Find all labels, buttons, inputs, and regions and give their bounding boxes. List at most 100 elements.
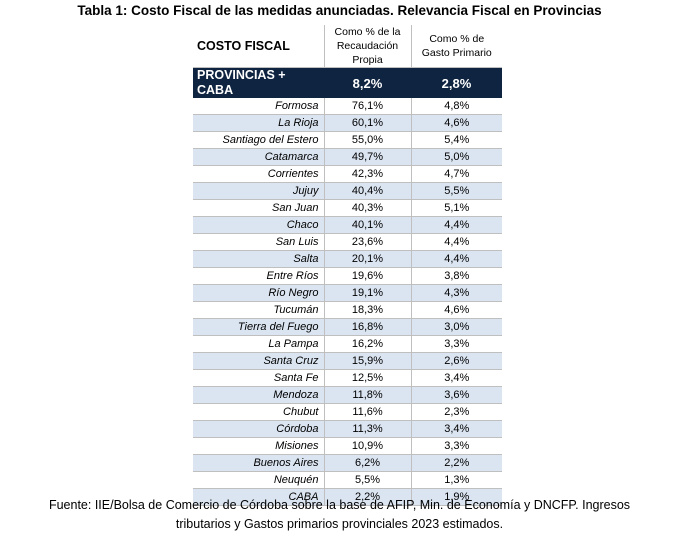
province-name: Formosa — [193, 98, 324, 115]
table-title: Tabla 1: Costo Fiscal de las medidas anu… — [77, 3, 602, 18]
table-row: Río Negro 19,1% 4,3% — [193, 284, 502, 302]
table-row: La Rioja 60,1% 4,6% — [193, 114, 502, 132]
province-name: Catamarca — [193, 148, 324, 166]
province-name: Misiones — [193, 437, 324, 455]
gasto-value: 4,7% — [410, 165, 502, 183]
recaudacion-value: 19,1% — [323, 284, 411, 302]
header-gasto: Como % de Gasto Primario — [410, 25, 502, 68]
table-row: CABA 2,2% 1,9% — [193, 488, 502, 506]
table-row: Chaco 40,1% 4,4% — [193, 216, 502, 234]
gasto-value: 4,6% — [410, 114, 502, 132]
table-row: Tierra del Fuego 16,8% 3,0% — [193, 318, 502, 336]
gasto-value: 3,6% — [410, 386, 502, 404]
province-name: Entre Ríos — [193, 267, 324, 285]
recaudacion-value: 60,1% — [323, 114, 411, 132]
table-row: Tucumán 18,3% 4,6% — [193, 301, 502, 319]
recaudacion-value: 19,6% — [323, 267, 411, 285]
table-row: Catamarca 49,7% 5,0% — [193, 148, 502, 166]
table-row: Formosa 76,1% 4,8% — [193, 98, 502, 115]
recaudacion-value: 76,1% — [323, 98, 411, 115]
province-name: Neuquén — [193, 471, 324, 489]
province-name: Santa Fe — [193, 369, 324, 387]
recaudacion-value: 2,2% — [323, 488, 411, 506]
header-recaudacion: Como % de la Recaudación Propia — [323, 25, 411, 68]
gasto-value: 3,0% — [410, 318, 502, 336]
gasto-value: 2,6% — [410, 352, 502, 370]
header-gasto-line2: Gasto Primario — [421, 47, 492, 59]
province-name: Buenos Aires — [193, 454, 324, 472]
fiscal-cost-table: COSTO FISCAL Como % de la Recaudación Pr… — [193, 25, 502, 506]
header-recaudacion-line1: Como % de la — [334, 26, 401, 38]
gasto-value: 3,8% — [410, 267, 502, 285]
province-name: Salta — [193, 250, 324, 268]
recaudacion-value: 42,3% — [323, 165, 411, 183]
province-name: Mendoza — [193, 386, 324, 404]
recaudacion-value: 16,8% — [323, 318, 411, 336]
gasto-value: 3,4% — [410, 369, 502, 387]
recaudacion-value: 18,3% — [323, 301, 411, 319]
recaudacion-value: 11,8% — [323, 386, 411, 404]
table-row: San Juan 40,3% 5,1% — [193, 199, 502, 217]
province-name: Santiago del Estero — [193, 131, 324, 149]
recaudacion-value: 49,7% — [323, 148, 411, 166]
header-costo-fiscal: COSTO FISCAL — [193, 25, 324, 68]
header-recaudacion-line2: Recaudación — [336, 40, 399, 52]
header-gasto-line1: Como % de — [429, 33, 485, 45]
table-row: Chubut 11,6% 2,3% — [193, 403, 502, 421]
gasto-value: 5,0% — [410, 148, 502, 166]
table-row: La Pampa 16,2% 3,3% — [193, 335, 502, 353]
gasto-value: 4,4% — [410, 233, 502, 251]
gasto-value: 4,6% — [410, 301, 502, 319]
source-line-2: tributarios y Gastos primarios provincia… — [175, 517, 504, 531]
total-name: PROVINCIAS + CABA — [193, 67, 324, 98]
gasto-value: 4,4% — [410, 216, 502, 234]
recaudacion-value: 40,1% — [323, 216, 411, 234]
table-row: Corrientes 42,3% 4,7% — [193, 165, 502, 183]
province-name: Corrientes — [193, 165, 324, 183]
recaudacion-value: 20,1% — [323, 250, 411, 268]
table-row: San Luis 23,6% 4,4% — [193, 233, 502, 251]
recaudacion-value: 5,5% — [323, 471, 411, 489]
province-name: CABA — [193, 488, 324, 506]
header-recaudacion-line3: Propia — [352, 54, 383, 66]
gasto-value: 5,1% — [410, 199, 502, 217]
recaudacion-value: 10,9% — [323, 437, 411, 455]
province-name: Tierra del Fuego — [193, 318, 324, 336]
recaudacion-value: 11,3% — [323, 420, 411, 438]
table-row: Misiones 10,9% 3,3% — [193, 437, 502, 455]
province-name: Chaco — [193, 216, 324, 234]
table-row: Entre Ríos 19,6% 3,8% — [193, 267, 502, 285]
total-recaudacion: 8,2% — [324, 67, 411, 98]
recaudacion-value: 16,2% — [323, 335, 411, 353]
table-row: Neuquén 5,5% 1,3% — [193, 471, 502, 489]
gasto-value: 5,4% — [410, 131, 502, 149]
table-header-row: COSTO FISCAL Como % de la Recaudación Pr… — [193, 25, 502, 68]
table-row: Córdoba 11,3% 3,4% — [193, 420, 502, 438]
province-name: La Pampa — [193, 335, 324, 353]
recaudacion-value: 40,4% — [323, 182, 411, 200]
province-name: Santa Cruz — [193, 352, 324, 370]
gasto-value: 2,3% — [410, 403, 502, 421]
gasto-value: 2,2% — [410, 454, 502, 472]
province-name: Río Negro — [193, 284, 324, 302]
table-row: Mendoza 11,8% 3,6% — [193, 386, 502, 404]
gasto-value: 5,5% — [410, 182, 502, 200]
province-name: Córdoba — [193, 420, 324, 438]
table-row: Santiago del Estero 55,0% 5,4% — [193, 131, 502, 149]
source-line-1: Fuente: IIE/Bolsa de Comercio de Córdoba… — [48, 498, 631, 512]
table-row: Buenos Aires 6,2% 2,2% — [193, 454, 502, 472]
gasto-value: 1,9% — [410, 488, 502, 506]
table-row: Salta 20,1% 4,4% — [193, 250, 502, 268]
province-name: Chubut — [193, 403, 324, 421]
gasto-value: 4,8% — [410, 98, 502, 115]
table-row: Jujuy 40,4% 5,5% — [193, 182, 502, 200]
gasto-value: 3,4% — [410, 420, 502, 438]
gasto-value: 1,3% — [410, 471, 502, 489]
recaudacion-value: 12,5% — [323, 369, 411, 387]
recaudacion-value: 15,9% — [323, 352, 411, 370]
province-name: Tucumán — [193, 301, 324, 319]
total-gasto: 2,8% — [411, 67, 502, 98]
gasto-value: 3,3% — [410, 335, 502, 353]
province-name: Jujuy — [193, 182, 324, 200]
gasto-value: 3,3% — [410, 437, 502, 455]
